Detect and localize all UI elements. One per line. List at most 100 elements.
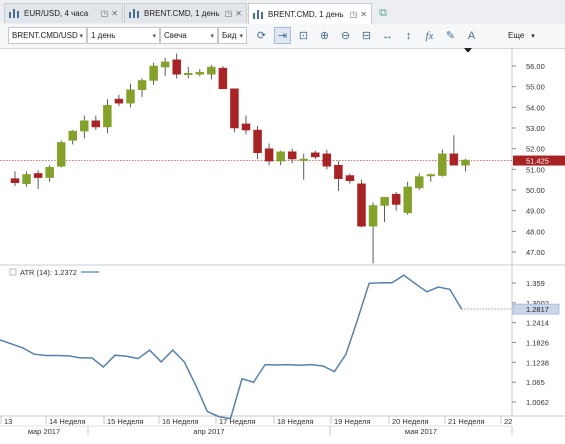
- atr-tick-label: 1.1826: [526, 339, 549, 348]
- candle: [287, 151, 297, 160]
- candle: [149, 65, 158, 81]
- price-tick-label: 56.00: [526, 62, 545, 71]
- candle: [345, 175, 355, 181]
- atr-current-label: 1.2817: [526, 305, 549, 314]
- price-tick-label: 48.00: [526, 227, 545, 236]
- h-stretch-icon[interactable]: ↔: [382, 29, 393, 42]
- refresh-icon[interactable]: ⟳: [256, 30, 267, 42]
- tab-label: BRENT.CMD, 1 день: [144, 9, 220, 18]
- text-icon[interactable]: A: [467, 29, 476, 42]
- close-icon[interactable]: ✕: [235, 9, 242, 18]
- candle: [114, 98, 124, 104]
- tab-label: BRENT.CMD, 1 день: [268, 9, 344, 19]
- chart-toolbar: BRENT.CMD/USD ▾ 1 день ▾ Свеча ▾ Бид ▾ ⟳ ⇥ ⊡…: [0, 24, 565, 49]
- candle: [253, 129, 262, 154]
- candle: [80, 120, 89, 132]
- current-price-label: 51.425: [526, 157, 549, 166]
- candle: [357, 183, 366, 227]
- atr-tick-label: 1.0062: [526, 398, 549, 407]
- chart-type-value: Свеча: [164, 31, 187, 40]
- pencil-icon[interactable]: ✎: [445, 30, 456, 42]
- period-value: 1 день: [91, 31, 116, 40]
- tab-brent-2[interactable]: BRENT.CMD, 1 день ◳ ✕: [248, 3, 372, 24]
- close-icon[interactable]: ✕: [360, 9, 367, 19]
- tab-brent-1[interactable]: BRENT.CMD, 1 день ◳ ✕: [124, 3, 247, 23]
- undock-icon[interactable]: ◳: [224, 9, 233, 18]
- candle: [380, 196, 389, 206]
- candle: [403, 186, 412, 213]
- candle: [195, 71, 205, 75]
- undock-icon[interactable]: ◳: [100, 9, 109, 18]
- tab-eurusd[interactable]: EUR/USD, 4 часа ◳ ✕: [4, 3, 123, 23]
- chevron-down-icon: ▾: [239, 32, 243, 40]
- atr-current-box: [512, 303, 560, 315]
- add-chart-icon[interactable]: ⧉: [379, 7, 387, 19]
- candle: [276, 151, 285, 162]
- week-label: 20 Неделя: [392, 417, 429, 426]
- week-label: 14 Неделя: [49, 417, 86, 426]
- week-label: 19 Неделя: [334, 417, 371, 426]
- week-label: 16 Неделя: [162, 417, 199, 426]
- current-price-box: [513, 155, 565, 166]
- price-tick-label: 55.00: [526, 83, 545, 92]
- candle: [56, 142, 66, 167]
- candle: [68, 130, 77, 141]
- week-label: 17 Неделя: [219, 417, 256, 426]
- month-label: мар 2017: [28, 427, 60, 436]
- chevron-down-icon: ▾: [531, 32, 535, 40]
- chevron-down-icon: ▾: [79, 32, 83, 40]
- chevron-down-icon: ▾: [210, 32, 214, 40]
- chart-tab-icon: [9, 9, 19, 18]
- zoom-in-icon[interactable]: ⊕: [319, 30, 330, 42]
- candle: [264, 148, 274, 162]
- candle: [415, 176, 424, 189]
- price-panel: [0, 52, 512, 264]
- price-tick-label: 52.00: [526, 145, 545, 154]
- undock-icon[interactable]: ◳: [349, 9, 358, 19]
- price-tick-label: 53.00: [526, 124, 545, 133]
- candle: [218, 67, 228, 89]
- candle: [126, 89, 135, 104]
- candle: [322, 153, 332, 167]
- arrow-right-icon[interactable]: ⇥: [274, 27, 291, 44]
- candle: [299, 158, 308, 161]
- price-tick-label: 47.00: [526, 248, 545, 257]
- close-icon[interactable]: ✕: [111, 9, 118, 18]
- zoom-box-icon[interactable]: ⊟: [361, 30, 372, 42]
- chart-type-select[interactable]: Свеча ▾: [160, 27, 218, 44]
- price-chart[interactable]: 56.00 55.00 54.00 53.00 52.00 51.00 50.00 49.00…: [0, 48, 565, 444]
- offer-side-value: Бид: [222, 31, 237, 40]
- indicator-toggle-icon: [9, 268, 17, 276]
- month-label: мая 2017: [405, 427, 437, 436]
- chart-tab-icon: [253, 9, 263, 19]
- candle: [461, 159, 470, 166]
- candle: [368, 205, 378, 227]
- instrument-select[interactable]: BRENT.CMD/USD ▾: [8, 27, 87, 44]
- atr-tick-label: 1.359: [526, 279, 545, 288]
- zoom-fit-icon[interactable]: ⊡: [298, 30, 309, 42]
- price-tick-label: 49.00: [526, 207, 545, 216]
- atr-tick-label: 1.3002: [526, 299, 549, 308]
- price-tick-label: 51.00: [526, 165, 545, 174]
- v-stretch-icon[interactable]: ↕: [405, 29, 412, 42]
- month-label: апр 2017: [193, 427, 224, 436]
- candle: [10, 178, 20, 184]
- price-tick-label: 50.00: [526, 186, 545, 195]
- candle: [311, 152, 320, 158]
- candle: [91, 120, 101, 128]
- indicator-label: ATR (14): 1.2372: [20, 268, 77, 277]
- zoom-out-icon[interactable]: ⊖: [340, 30, 351, 42]
- more-menu-button[interactable]: Еще ▾: [508, 27, 558, 44]
- candle: [230, 88, 239, 129]
- candle: [449, 153, 459, 166]
- chart-tab-icon: [129, 9, 139, 18]
- candle: [137, 80, 147, 91]
- candle: [391, 193, 401, 205]
- candle: [241, 123, 251, 131]
- period-select[interactable]: 1 день ▾: [87, 27, 160, 44]
- week-label: 21 Неделя: [448, 417, 485, 426]
- fx-icon[interactable]: fx: [425, 29, 434, 42]
- candle: [172, 59, 181, 75]
- offer-side-select[interactable]: Бид ▾: [218, 27, 247, 44]
- candle: [160, 61, 170, 68]
